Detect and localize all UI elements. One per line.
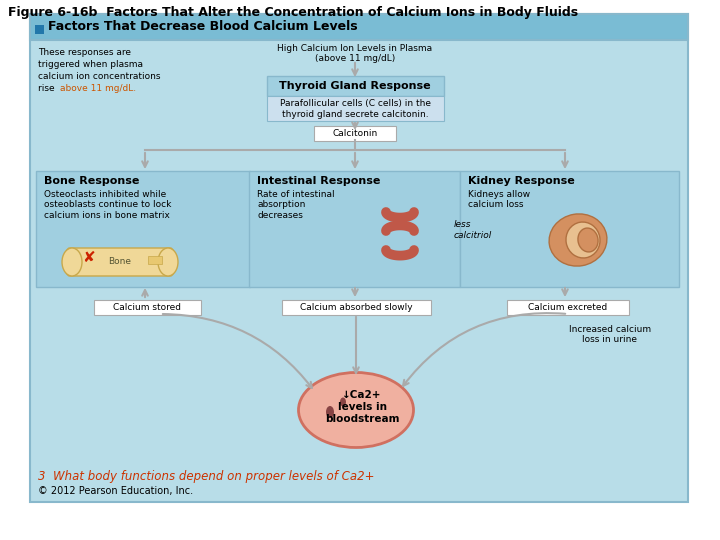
Ellipse shape: [549, 214, 607, 266]
Text: Bone Response: Bone Response: [44, 176, 140, 186]
Text: Bone: Bone: [109, 258, 132, 267]
Text: Calcium excreted: Calcium excreted: [528, 303, 608, 313]
Text: Kidneys allow
calcium loss: Kidneys allow calcium loss: [468, 190, 530, 210]
Text: Increased calcium
loss in urine: Increased calcium loss in urine: [569, 325, 651, 345]
FancyBboxPatch shape: [35, 25, 44, 34]
Text: ↓Ca2+
levels in
bloodstream: ↓Ca2+ levels in bloodstream: [325, 390, 400, 423]
Text: Parafollicular cells (C cells) in the
thyroid gland secrete calcitonin.: Parafollicular cells (C cells) in the th…: [279, 99, 431, 119]
Text: above 11 mg/dL.: above 11 mg/dL.: [60, 84, 136, 93]
FancyBboxPatch shape: [249, 171, 460, 287]
Ellipse shape: [158, 248, 178, 276]
Ellipse shape: [62, 248, 82, 276]
Text: Calcium absorbed slowly: Calcium absorbed slowly: [300, 303, 413, 313]
Text: Calcitonin: Calcitonin: [333, 130, 377, 138]
FancyBboxPatch shape: [507, 300, 629, 315]
Text: Thyroid Gland Response: Thyroid Gland Response: [279, 81, 431, 91]
FancyBboxPatch shape: [282, 300, 431, 315]
Ellipse shape: [340, 397, 346, 407]
Text: These responses are: These responses are: [38, 48, 131, 57]
FancyBboxPatch shape: [94, 300, 201, 315]
Text: ✘: ✘: [81, 249, 94, 265]
FancyBboxPatch shape: [148, 256, 162, 264]
Text: Figure 6-16b  Factors That Alter the Concentration of Calcium Ions in Body Fluid: Figure 6-16b Factors That Alter the Conc…: [8, 6, 578, 19]
Text: Factors That Decrease Blood Calcium Levels: Factors That Decrease Blood Calcium Leve…: [48, 21, 358, 33]
Text: Kidney Response: Kidney Response: [468, 176, 575, 186]
Text: triggered when plasma: triggered when plasma: [38, 60, 143, 69]
Text: rise: rise: [38, 84, 58, 93]
FancyBboxPatch shape: [267, 96, 444, 121]
Ellipse shape: [566, 222, 600, 258]
FancyBboxPatch shape: [314, 126, 396, 141]
Text: © 2012 Pearson Education, Inc.: © 2012 Pearson Education, Inc.: [38, 486, 193, 496]
FancyBboxPatch shape: [67, 248, 173, 276]
Text: Osteoclasts inhibited while
osteoblasts continue to lock
calcium ions in bone ma: Osteoclasts inhibited while osteoblasts …: [44, 190, 171, 220]
Text: High Calcium Ion Levels in Plasma
(above 11 mg/dL): High Calcium Ion Levels in Plasma (above…: [277, 44, 433, 63]
Text: Calcium stored: Calcium stored: [113, 303, 181, 313]
Ellipse shape: [578, 228, 598, 252]
Text: calcium ion concentrations: calcium ion concentrations: [38, 72, 161, 81]
FancyBboxPatch shape: [30, 14, 688, 502]
Text: less
calcitriol: less calcitriol: [454, 220, 492, 240]
Text: 3  What body functions depend on proper levels of Ca2+: 3 What body functions depend on proper l…: [38, 470, 374, 483]
FancyBboxPatch shape: [267, 76, 444, 96]
FancyBboxPatch shape: [30, 14, 688, 40]
Ellipse shape: [299, 373, 413, 448]
Ellipse shape: [326, 406, 334, 418]
Text: Rate of intestinal
absorption
decreases: Rate of intestinal absorption decreases: [257, 190, 335, 220]
Text: Intestinal Response: Intestinal Response: [257, 176, 380, 186]
FancyBboxPatch shape: [460, 171, 679, 287]
FancyBboxPatch shape: [36, 171, 250, 287]
